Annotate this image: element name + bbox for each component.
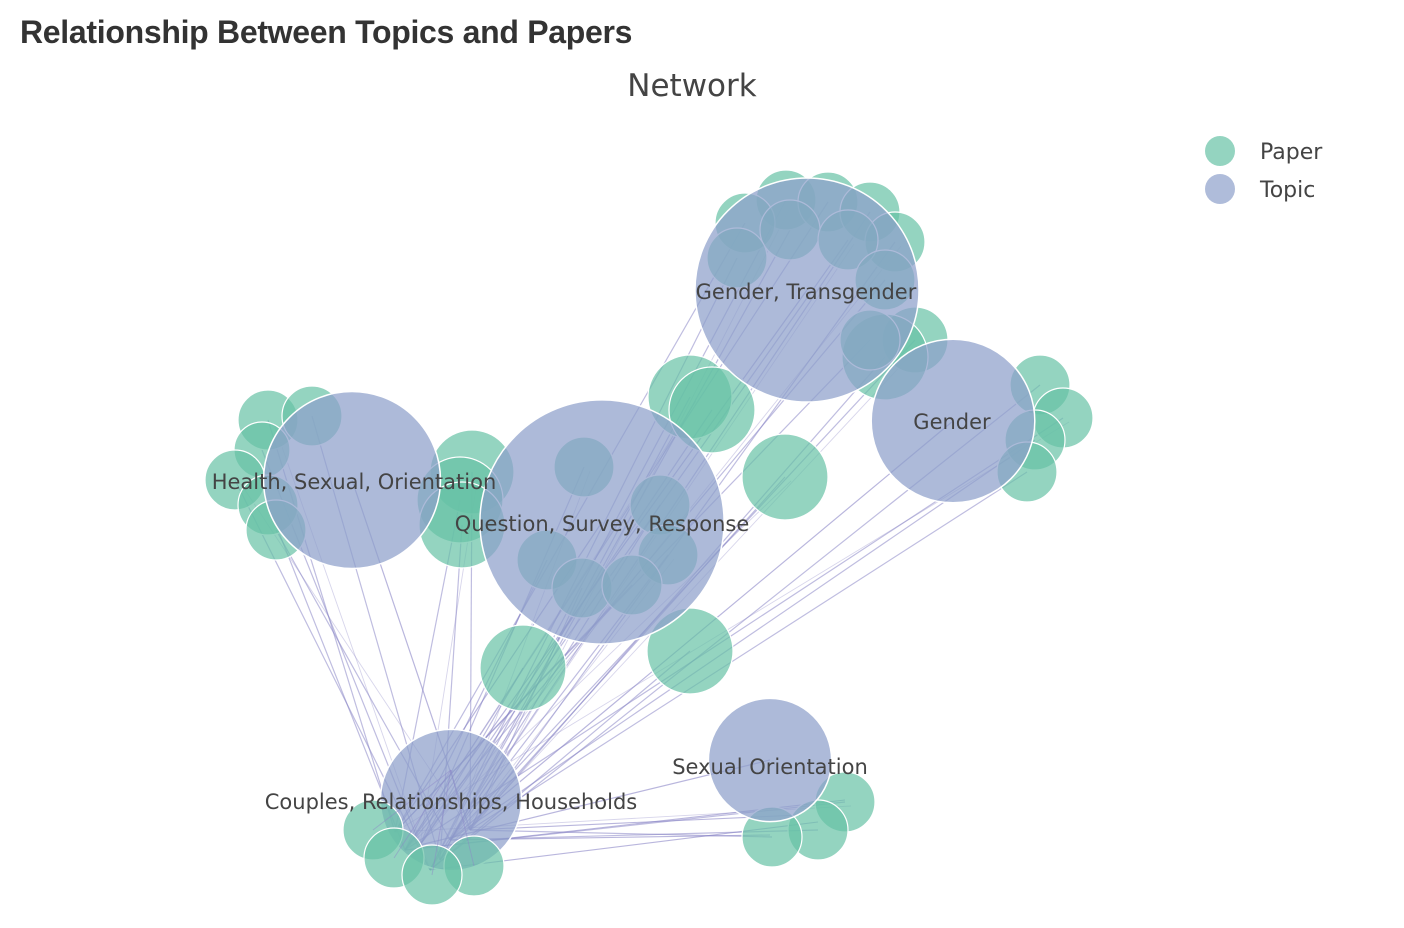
topic-node-health[interactable] <box>262 390 442 570</box>
network-edge <box>449 439 1036 841</box>
topic-label-couples: Couples, Relationships, Households <box>265 790 637 814</box>
label-layer: Gender, Transgender Gender Health, Sexual,… <box>212 280 991 814</box>
page-title: Relationship Between Topics and Papers <box>20 14 633 50</box>
topic-node-sexual-orientation[interactable] <box>707 697 833 823</box>
paper-node[interactable] <box>741 433 829 521</box>
legend-marker-paper <box>1205 136 1235 166</box>
topic-node-gender[interactable] <box>870 338 1036 504</box>
topic-node-layer <box>262 177 1036 872</box>
network-edge <box>393 769 452 859</box>
topic-label-health: Health, Sexual, Orientation <box>212 470 497 494</box>
legend-marker-topic <box>1205 174 1235 204</box>
paper-node[interactable] <box>646 607 734 695</box>
network-edge <box>431 769 452 876</box>
hub-paper-layer <box>342 769 505 906</box>
legend-item-paper[interactable]: Paper <box>1205 136 1323 166</box>
topic-label-question: Question, Survey, Response <box>455 512 750 536</box>
topic-node-question[interactable] <box>479 399 725 645</box>
paper-node[interactable] <box>479 624 567 712</box>
topic-node-gender-transgender[interactable] <box>694 177 920 403</box>
legend-label-paper: Paper <box>1260 140 1323 165</box>
network-edge <box>469 814 801 831</box>
topic-label-gender: Gender <box>913 410 991 434</box>
network-edge <box>450 769 475 867</box>
paper-node[interactable] <box>401 844 463 906</box>
network-edge <box>372 769 452 831</box>
chart-title: Network <box>627 68 756 104</box>
legend-item-topic[interactable]: Topic <box>1205 174 1315 204</box>
legend-label-topic: Topic <box>1259 178 1315 203</box>
network-edge <box>469 471 1028 831</box>
topic-label-gender-transgender: Gender, Transgender <box>696 280 917 304</box>
paper-node[interactable] <box>668 366 756 454</box>
legend[interactable]: Paper Topic <box>1205 136 1323 204</box>
topic-label-sexual-orientation: Sexual Orientation <box>672 755 868 779</box>
